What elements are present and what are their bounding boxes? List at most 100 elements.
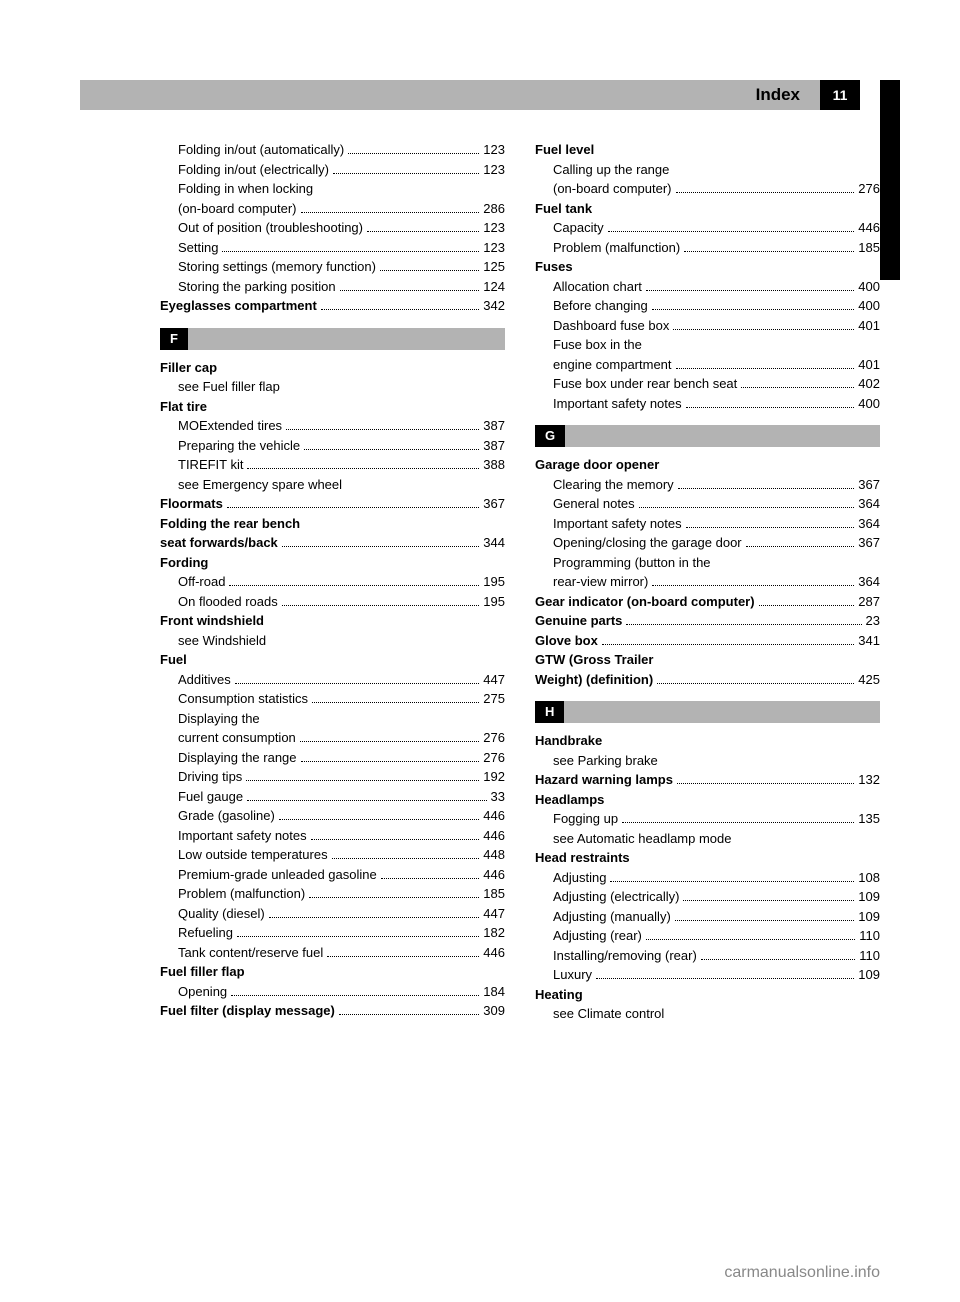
index-entry: Consumption statistics275 xyxy=(160,689,505,709)
index-entry: GTW (Gross Trailer xyxy=(535,650,880,670)
dot-leader xyxy=(676,368,855,369)
index-entry-label: (on-board computer) xyxy=(178,199,297,219)
index-entry-page: 110 xyxy=(859,946,880,966)
dot-leader xyxy=(246,780,479,781)
index-entry-label: Weight) (definition) xyxy=(535,670,653,690)
index-entry: Floormats367 xyxy=(160,494,505,514)
dot-leader xyxy=(247,800,486,801)
index-entry-page: 109 xyxy=(858,887,880,907)
index-entry-label: Refueling xyxy=(178,923,233,943)
index-entry: Off-road195 xyxy=(160,572,505,592)
index-entry-label: Floormats xyxy=(160,494,223,514)
index-entry-page: 123 xyxy=(483,218,505,238)
index-entry-label: Calling up the range xyxy=(553,160,669,180)
index-entry: Tank content/reserve fuel446 xyxy=(160,943,505,963)
left-column: Folding in/out (automatically)123Folding… xyxy=(160,140,505,1024)
index-entry-page: 276 xyxy=(483,748,505,768)
index-entry: General notes364 xyxy=(535,494,880,514)
index-entry-page: 367 xyxy=(858,475,880,495)
index-entry-label: see Emergency spare wheel xyxy=(178,475,342,495)
index-entry: Opening184 xyxy=(160,982,505,1002)
index-entry: Before changing400 xyxy=(535,296,880,316)
index-entry-label: Problem (malfunction) xyxy=(553,238,680,258)
index-entry-label: Storing settings (memory function) xyxy=(178,257,376,277)
index-entry-page: 184 xyxy=(483,982,505,1002)
index-entry-label: Fuel filler flap xyxy=(160,962,245,982)
index-entry: Low outside temperatures 448 xyxy=(160,845,505,865)
index-entry-label: Off-road xyxy=(178,572,225,592)
dot-leader xyxy=(282,546,480,547)
dot-leader xyxy=(652,309,855,310)
index-entry-label: Important safety notes xyxy=(178,826,307,846)
index-entry-page: 195 xyxy=(483,592,505,612)
index-entry-label: Headlamps xyxy=(535,790,604,810)
right-column: Fuel levelCalling up the range(on-board … xyxy=(535,140,880,1024)
index-entry-label: Allocation chart xyxy=(553,277,642,297)
header-title: Index xyxy=(756,80,800,110)
dot-leader xyxy=(332,858,480,859)
index-entry: Luxury109 xyxy=(535,965,880,985)
index-entry-label: Genuine parts xyxy=(535,611,622,631)
index-entry-label: Opening/closing the garage door xyxy=(553,533,742,553)
index-entry: Fuel level xyxy=(535,140,880,160)
index-entry-label: Glove box xyxy=(535,631,598,651)
index-entry: Refueling 182 xyxy=(160,923,505,943)
index-entry: Garage door opener xyxy=(535,455,880,475)
dot-leader xyxy=(269,917,480,918)
index-entry-label: Heating xyxy=(535,985,583,1005)
index-entry-page: 448 xyxy=(483,845,505,865)
index-entry-label: MOExtended tires xyxy=(178,416,282,436)
page-number: 11 xyxy=(820,80,860,110)
index-entry-label: Handbrake xyxy=(535,731,602,751)
index-entry-label: Fuse box under rear bench seat xyxy=(553,374,737,394)
index-entry: Folding the rear bench xyxy=(160,514,505,534)
index-entry: Heating xyxy=(535,985,880,1005)
section-letter-label: G xyxy=(535,425,565,447)
index-entry-label: Adjusting xyxy=(553,868,606,888)
index-entry-label: Low outside temperatures xyxy=(178,845,328,865)
index-entry: Storing the parking position124 xyxy=(160,277,505,297)
index-entry-label: Eyeglasses compartment xyxy=(160,296,317,316)
section-letter: G xyxy=(535,425,880,447)
index-entry: Storing settings (memory function)125 xyxy=(160,257,505,277)
index-entry-label: Adjusting (rear) xyxy=(553,926,642,946)
index-entry: Grade (gasoline)446 xyxy=(160,806,505,826)
dot-leader xyxy=(286,429,479,430)
index-entry-page: 182 xyxy=(483,923,505,943)
index-entry-label: Folding in/out (electrically) xyxy=(178,160,329,180)
index-entry-page: 387 xyxy=(483,436,505,456)
index-entry: Problem (malfunction)185 xyxy=(535,238,880,258)
dot-leader xyxy=(683,900,854,901)
index-entry-page: 132 xyxy=(858,770,880,790)
index-entry-label: Fuel xyxy=(160,650,187,670)
section-letter-label: F xyxy=(160,328,188,350)
index-entry-label: engine compartment xyxy=(553,355,672,375)
index-entry-label: see Parking brake xyxy=(553,751,658,771)
index-entry: Fuse box under rear bench seat402 xyxy=(535,374,880,394)
index-entry: engine compartment401 xyxy=(535,355,880,375)
index-columns: Folding in/out (automatically)123Folding… xyxy=(160,140,880,1024)
index-entry: Adjusting (electrically)109 xyxy=(535,887,880,907)
dot-leader xyxy=(639,507,855,508)
index-entry: Adjusting (manually)109 xyxy=(535,907,880,927)
dot-leader xyxy=(235,683,480,684)
dot-leader xyxy=(608,231,855,232)
index-entry-label: Filler cap xyxy=(160,358,217,378)
index-entry: Gear indicator (on-board computer)287 xyxy=(535,592,880,612)
dot-leader xyxy=(237,936,479,937)
index-entry: Premium-grade unleaded gasoline446 xyxy=(160,865,505,885)
dot-leader xyxy=(301,212,480,213)
index-entry-page: 110 xyxy=(859,926,880,946)
dot-leader xyxy=(610,881,854,882)
index-entry-label: Premium-grade unleaded gasoline xyxy=(178,865,377,885)
index-entry-page: 400 xyxy=(858,277,880,297)
index-entry-page: 124 xyxy=(483,277,505,297)
page-container: Index 11 Folding in/out (automatically)1… xyxy=(0,0,960,1302)
index-entry: Front windshield xyxy=(160,611,505,631)
index-entry: Folding in/out (electrically)123 xyxy=(160,160,505,180)
index-entry: Important safety notes364 xyxy=(535,514,880,534)
index-entry: see Automatic headlamp mode xyxy=(535,829,880,849)
index-entry-page: 364 xyxy=(858,514,880,534)
index-entry-page: 276 xyxy=(858,179,880,199)
index-entry: Folding in when locking xyxy=(160,179,505,199)
